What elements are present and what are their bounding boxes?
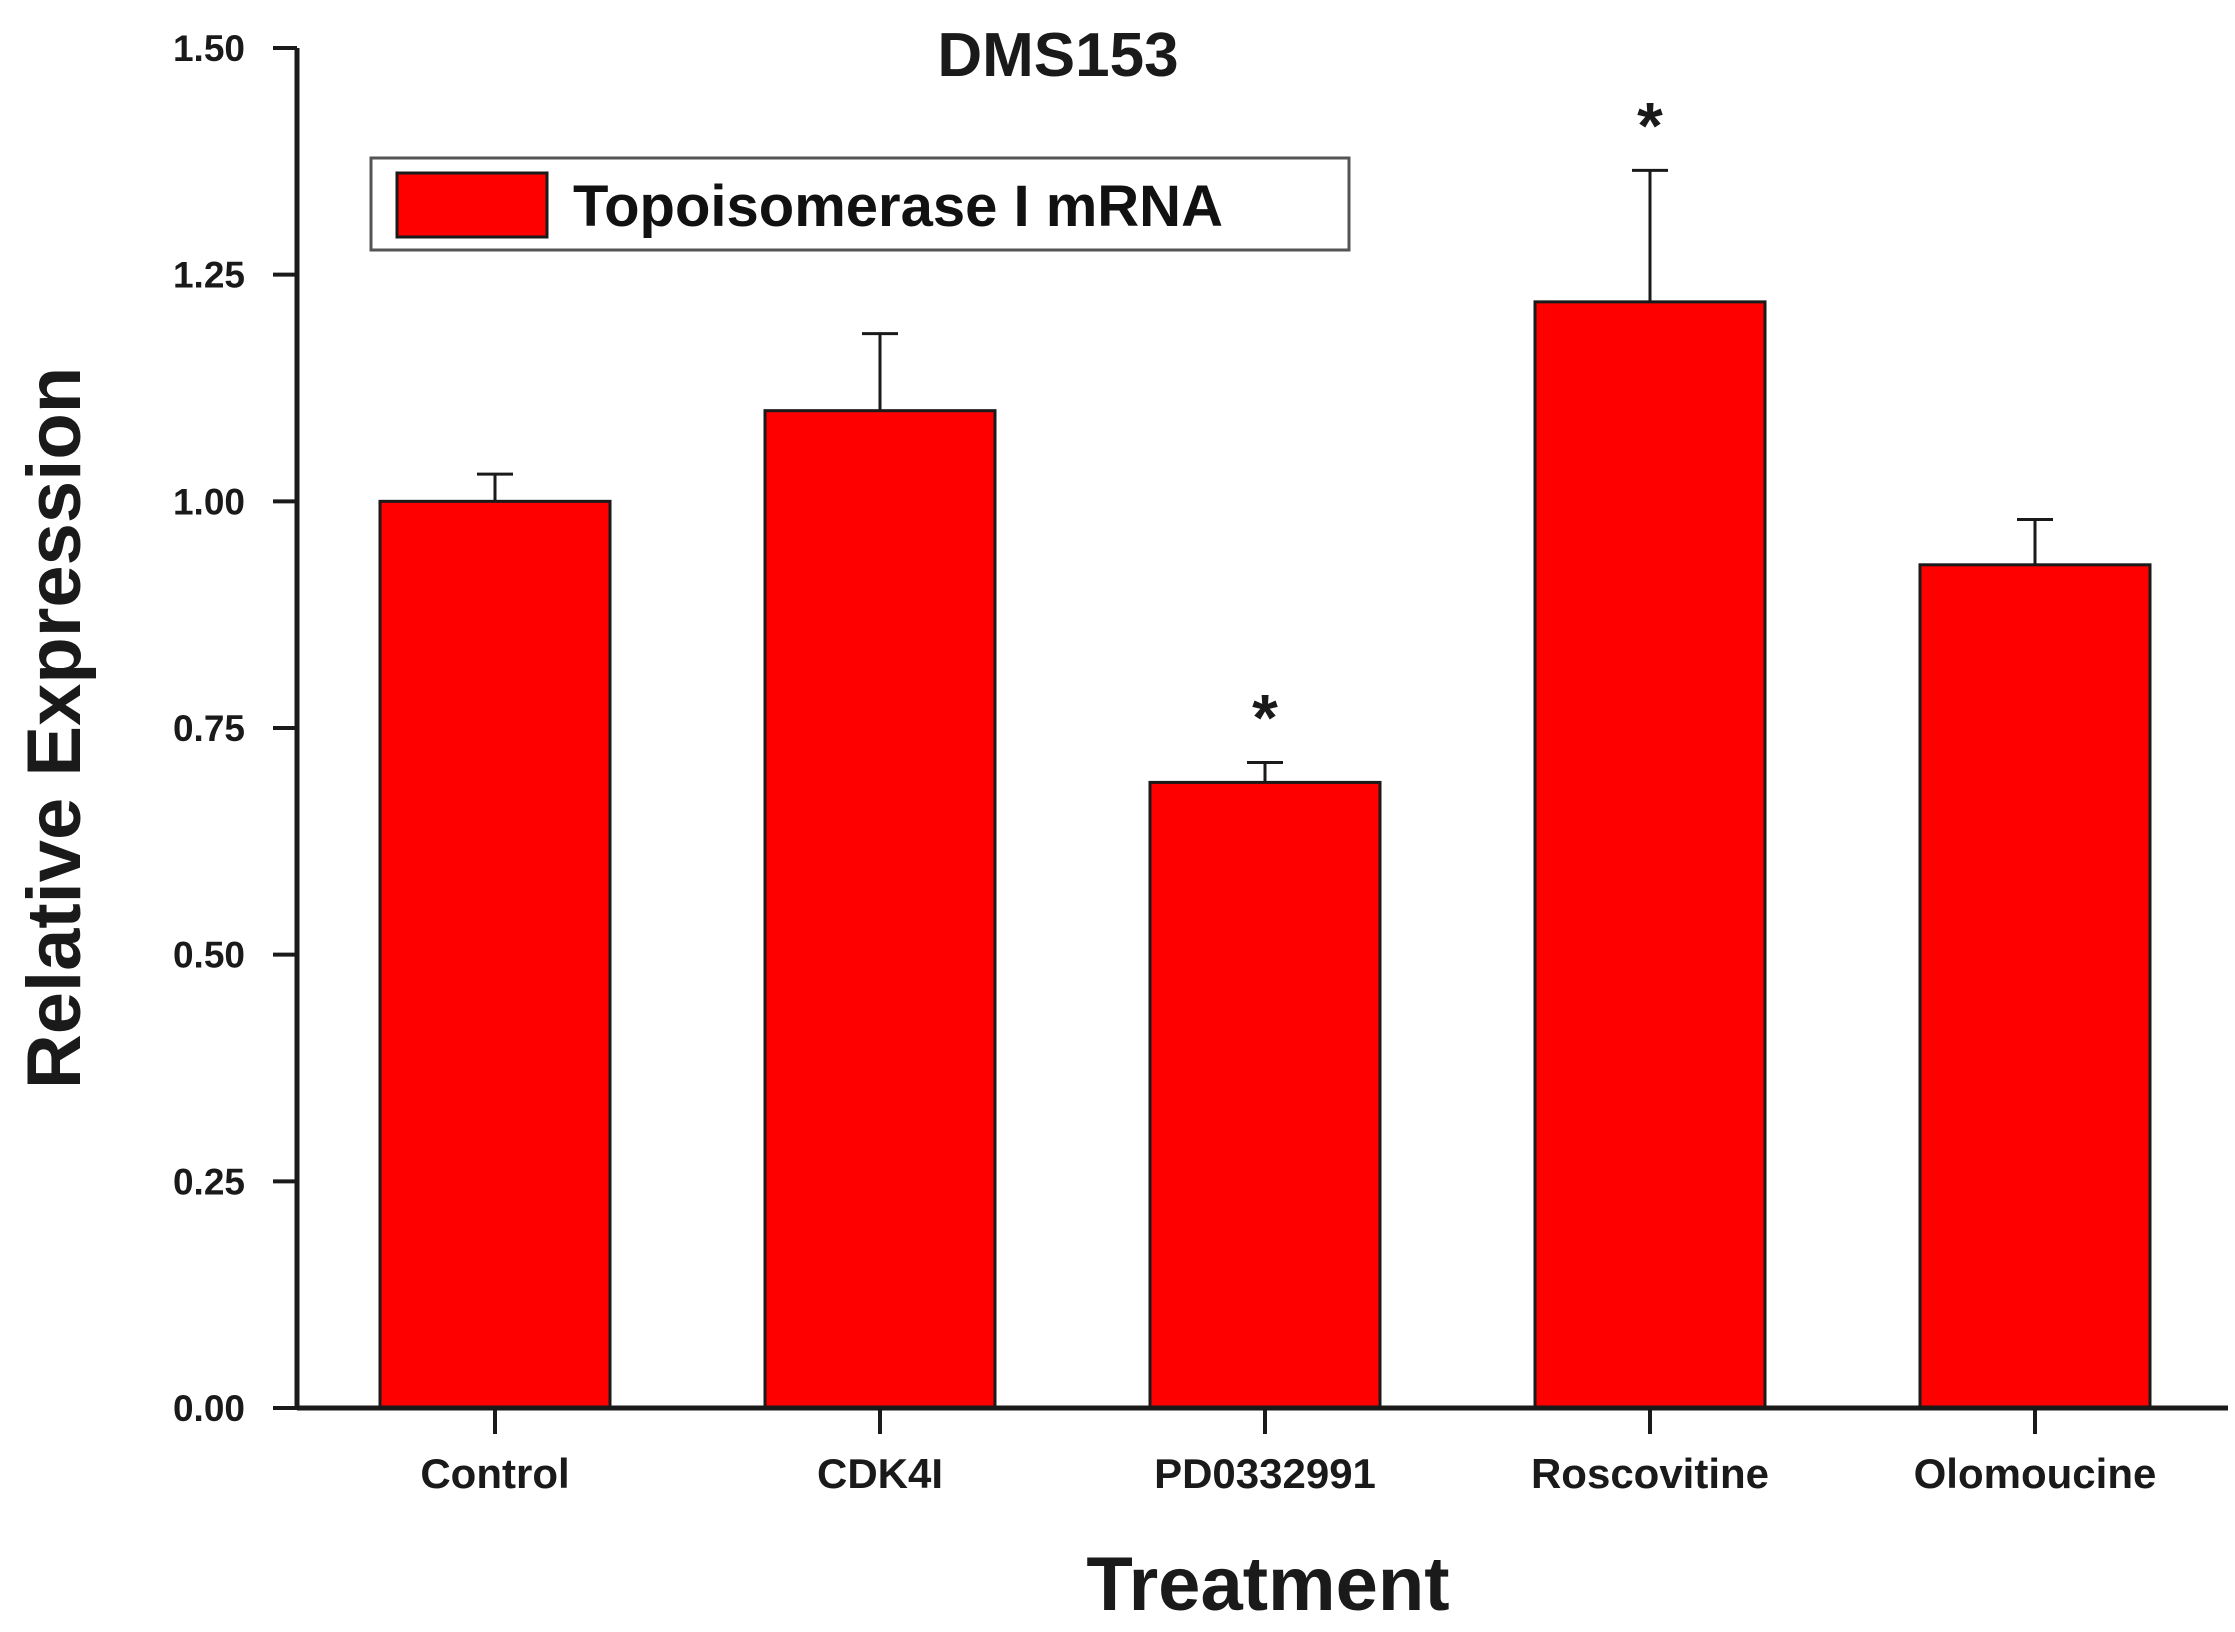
- bar-olomoucine: [1918, 563, 2152, 1410]
- significance-marker: *: [1637, 88, 1663, 162]
- y-tick-label: 0.50: [173, 935, 245, 976]
- y-axis-label: Relative Expression: [12, 367, 97, 1089]
- x-axis-ticks: Control CDK4I PD0332991 Roscovitine Olomouci…: [420, 1408, 2156, 1497]
- y-tick-label: 1.50: [173, 28, 245, 69]
- bar-control: [378, 499, 612, 1410]
- significance-marker: *: [1252, 680, 1278, 754]
- x-tick-label: CDK4I: [817, 1450, 943, 1497]
- x-tick-label: Olomoucine: [1914, 1450, 2157, 1497]
- y-tick-label: 1.00: [173, 481, 245, 522]
- y-tick-label: 0.25: [173, 1161, 245, 1202]
- x-tick-label: Roscovitine: [1531, 1450, 1769, 1497]
- legend: Topoisomerase I mRNA: [369, 156, 1351, 252]
- legend-label: Topoisomerase I mRNA: [573, 174, 1223, 239]
- bar-pd0332991: [1148, 780, 1382, 1410]
- bar-roscovitine: [1533, 300, 1767, 1410]
- legend-swatch: [395, 171, 549, 239]
- chart-title: DMS153: [937, 21, 1178, 90]
- x-tick-label: Control: [420, 1450, 569, 1497]
- bar-cdk4i: [763, 409, 997, 1410]
- y-axis-ticks: 0.00 0.25 0.50 0.75 1.00 1.25 1.50: [173, 28, 297, 1429]
- bars-layer: **: [378, 88, 2152, 1410]
- y-tick-label: 0.75: [173, 708, 245, 749]
- x-axis-label: Treatment: [1086, 1542, 1449, 1627]
- y-tick-label: 0.00: [173, 1388, 245, 1429]
- x-tick-label: PD0332991: [1154, 1450, 1376, 1497]
- y-tick-label: 1.25: [173, 255, 245, 296]
